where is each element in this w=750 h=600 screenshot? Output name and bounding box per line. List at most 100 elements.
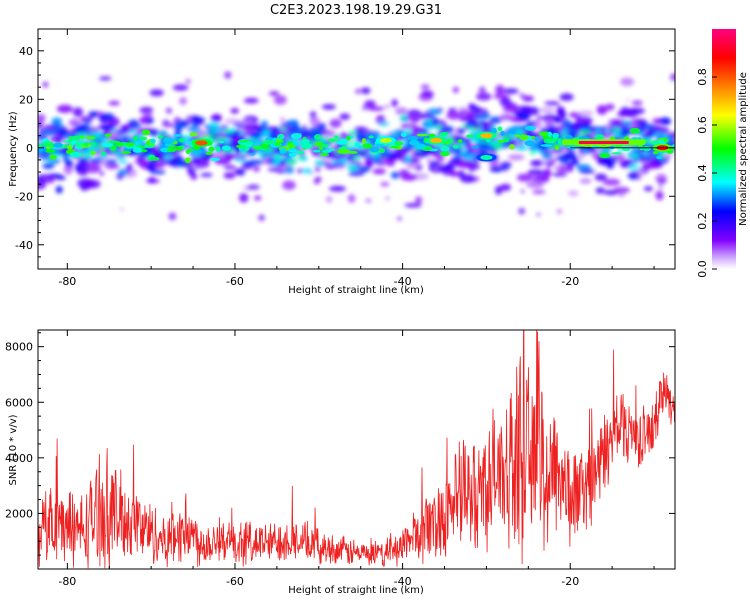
spectrogram-core-blob <box>104 133 112 138</box>
spectrogram-blob <box>457 128 465 135</box>
spectrogram-blob <box>531 146 539 152</box>
spectrogram-core-blob <box>400 132 407 137</box>
spectrogram-blob <box>246 184 260 190</box>
spectrogram-blob <box>235 157 247 162</box>
spectrogram-core-blob <box>519 134 529 141</box>
spectrogram-blob <box>598 159 614 166</box>
spectrogram-blob <box>613 133 622 137</box>
spectrogram-core-blob <box>141 129 151 136</box>
spectrogram-core-blob <box>358 145 364 149</box>
spectrogram-core-blob <box>90 150 96 155</box>
spectrogram-blob <box>284 166 295 174</box>
spectrogram-blob <box>420 84 430 90</box>
spectrogram-outlier <box>549 157 557 165</box>
spectrogram-core-blob <box>52 142 63 148</box>
spectrogram-blob <box>79 157 88 164</box>
spectrogram-outlier <box>469 167 474 173</box>
spectrogram-core-blob <box>101 142 113 148</box>
spectrogram-blob <box>40 157 48 161</box>
spectrogram-outlier <box>99 171 105 176</box>
spectrogram-outlier <box>335 156 340 160</box>
spectrogram-blob <box>116 151 121 158</box>
spectrogram-core-blob <box>439 151 450 157</box>
spectrogram-core-blob <box>292 140 298 146</box>
spectrogram-core-blob <box>205 151 213 155</box>
snr-y-axis-label: SNR (10 * v/v) <box>8 414 19 485</box>
spectrogram-blob <box>617 111 631 117</box>
spectrogram-blob <box>538 149 546 154</box>
spectrogram-blob <box>128 119 140 127</box>
spectrogram-core-blob <box>416 143 426 150</box>
spectrogram-blob <box>522 95 534 102</box>
spectrogram-blob <box>460 142 466 147</box>
spectrogram-blob <box>347 194 356 203</box>
snr-frame <box>37 329 676 570</box>
spectrogram-core-blob <box>133 135 138 141</box>
spectrogram-blob <box>501 163 511 170</box>
spectrogram-blob <box>285 159 297 166</box>
spectrogram-blob <box>267 150 273 156</box>
spectrogram-blob <box>645 124 655 129</box>
spectrogram-blob <box>494 144 501 151</box>
spectrogram-outlier <box>309 171 313 175</box>
spectrogram-blob <box>469 105 481 112</box>
spectrogram-blob <box>378 121 390 126</box>
spectrogram-core-blob <box>497 139 505 143</box>
spectrogram-blob <box>72 107 84 118</box>
spectrogram-blob <box>623 159 631 168</box>
spectrogram-blob <box>420 90 434 98</box>
spectrogram-blob <box>191 157 203 163</box>
spectrogram-blob <box>360 166 371 173</box>
spectrogram-outlier <box>179 97 188 105</box>
spectrogram-core-blob <box>249 152 256 156</box>
spectrogram-blob <box>542 113 558 123</box>
spectrogram-blob <box>106 159 118 165</box>
spectrogram-blob <box>190 127 200 134</box>
spectrogram-blob <box>513 127 519 132</box>
spectrogram-blob <box>615 152 625 162</box>
spectrogram-blob <box>515 144 528 151</box>
spectrogram-hotspot <box>476 131 497 140</box>
spectrogram-blob <box>330 160 340 164</box>
spectrogram-hotspot <box>191 138 212 147</box>
spectrogram-blob <box>395 107 408 115</box>
spectrogram-blob <box>380 181 390 187</box>
spectrogram-core-blob <box>218 140 225 144</box>
spectrogram-core-blob <box>277 133 285 140</box>
spectrogram-core-blob <box>369 146 380 153</box>
spectrogram-blob <box>268 91 280 96</box>
spectrogram-blob <box>338 158 349 164</box>
spectrogram-outlier <box>258 214 265 222</box>
spectrogram-core-blob <box>362 143 373 149</box>
spectrogram-blob <box>287 134 292 140</box>
spectrogram-blob <box>200 172 213 177</box>
spectrogram-outlier <box>479 93 486 100</box>
spectrogram-blob <box>348 130 357 136</box>
spectrogram-blob <box>578 110 594 116</box>
spectrogram-blob <box>564 165 574 172</box>
spectrogram-blob <box>157 130 168 136</box>
spectrogram-blob <box>275 158 281 164</box>
spectrogram-outlier <box>478 86 486 94</box>
spectrogram-blob <box>579 178 592 184</box>
spectrogram-blob <box>118 136 125 140</box>
spectrogram-blob <box>489 116 502 124</box>
spectrogram-core-blob <box>389 146 399 149</box>
spectrogram-blob <box>38 180 46 190</box>
spectrogram-core-blob <box>237 139 250 143</box>
spectrogram-core-blob <box>554 145 560 151</box>
spectrogram-blob <box>302 168 312 174</box>
spectrogram-blob <box>222 129 234 134</box>
spectrogram-blob <box>238 130 244 135</box>
spectrogram-core-blob <box>547 131 553 138</box>
spectrogram-blob <box>68 118 81 127</box>
spectrogram-blob <box>282 180 296 191</box>
spectrogram-blob <box>42 163 55 170</box>
spectrogram-blob <box>309 111 317 119</box>
spectrogram-blob <box>434 124 443 130</box>
spectrogram-blob <box>481 113 491 118</box>
spectrogram-ticks: -80 -60 -40 -20 -40 -20 0 20 40 <box>15 29 675 288</box>
spectrogram-blob <box>464 154 474 161</box>
x-tick-label: -20 <box>561 275 579 288</box>
colorbar-tick-label: 0.6 <box>696 116 709 134</box>
